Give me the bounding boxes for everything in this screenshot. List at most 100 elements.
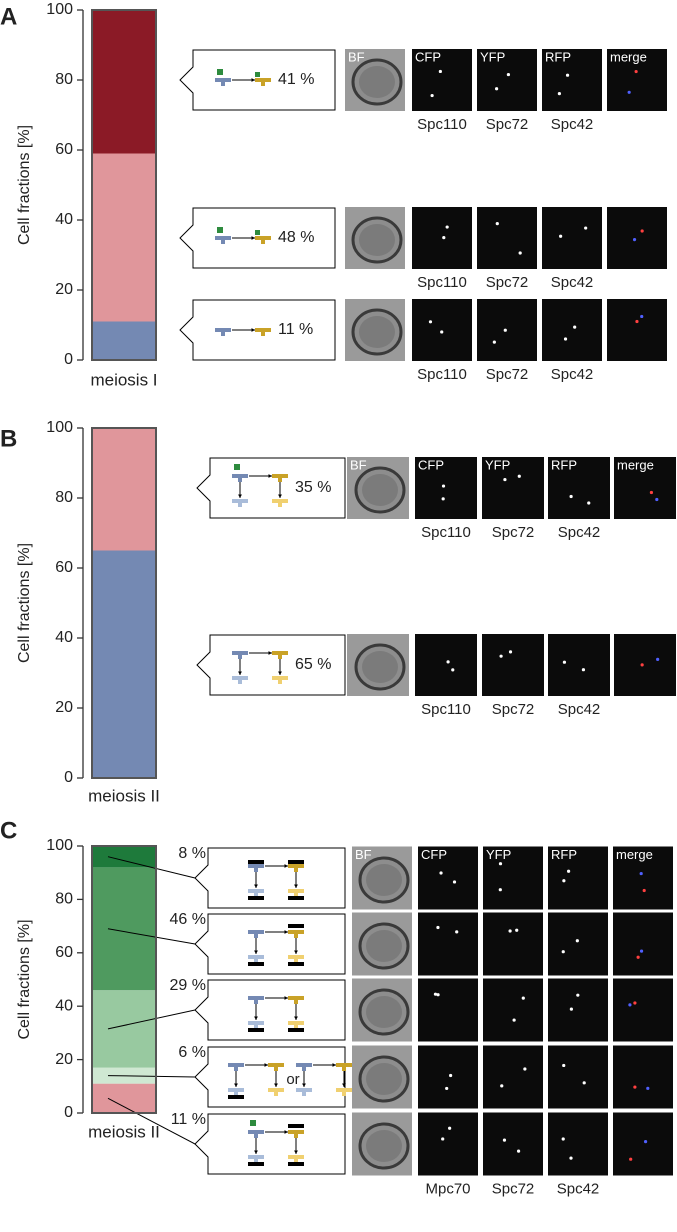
micrograph-frame xyxy=(418,912,478,976)
diagram-icon xyxy=(294,893,298,897)
micrograph-frame xyxy=(483,978,543,1042)
diagram xyxy=(215,69,271,86)
micrograph-frame xyxy=(415,634,477,696)
micrograph-frame xyxy=(614,634,676,696)
diagram-arrow xyxy=(302,1083,306,1087)
marker-label: Spc72 xyxy=(492,701,535,718)
marker-label: Spc110 xyxy=(421,524,471,541)
diagram-icon xyxy=(272,676,288,680)
value-label: 65 % xyxy=(295,656,331,673)
diagram-icon xyxy=(221,240,225,244)
micrograph-frame xyxy=(477,49,537,111)
signal-spot xyxy=(627,90,631,94)
micrograph-frame xyxy=(418,1112,478,1176)
diagram-arrow xyxy=(278,494,282,498)
signal-spot xyxy=(639,949,644,953)
value-label: 11 % xyxy=(278,321,313,338)
signal-spot xyxy=(646,1086,650,1090)
diagram-icon xyxy=(232,474,248,478)
marker-label: Spc42 xyxy=(558,701,601,718)
diagram-arrow xyxy=(254,884,258,888)
diagram-icon xyxy=(294,868,298,872)
signal-spot xyxy=(581,668,586,672)
diagram-icon xyxy=(288,896,304,900)
diagram-icon xyxy=(274,1067,278,1071)
diagram-icon xyxy=(254,1000,258,1004)
micrograph xyxy=(345,207,405,269)
micrograph xyxy=(607,49,667,111)
y-tick-label: 60 xyxy=(55,559,73,576)
bar-segment xyxy=(92,990,156,1068)
x-category-label: meiosis II xyxy=(88,786,160,805)
micrograph xyxy=(613,1112,673,1176)
micrograph xyxy=(613,912,673,976)
diagram-arrow xyxy=(254,1016,258,1020)
diagram-icon xyxy=(228,1063,244,1067)
diagram-icon xyxy=(261,82,265,86)
marker-label: Spc110 xyxy=(421,701,471,718)
diagram xyxy=(232,651,288,684)
diagram-arrow xyxy=(238,671,242,675)
diagram-icon xyxy=(278,503,282,507)
micrograph-frame xyxy=(483,912,543,976)
cell-inner xyxy=(366,930,402,962)
micrograph-frame xyxy=(412,299,472,361)
diagram-icon xyxy=(288,1155,304,1159)
signal-spot xyxy=(569,494,573,499)
cell-inner xyxy=(362,474,398,506)
signal-spot xyxy=(573,325,577,329)
signal-spot xyxy=(634,69,638,74)
signal-spot xyxy=(587,501,591,505)
signal-spot xyxy=(566,869,571,873)
micrograph xyxy=(347,634,409,696)
bar-segment xyxy=(92,550,156,778)
micrograph-frame xyxy=(482,457,544,519)
channel-label: BF xyxy=(348,49,365,64)
channel-label: merge xyxy=(617,457,654,472)
y-axis-title: Cell fractions [%] xyxy=(16,543,33,663)
diagram-icon xyxy=(288,962,304,966)
diagram-icon xyxy=(254,934,258,938)
value-label: 46 % xyxy=(170,911,206,928)
diagram-icon xyxy=(288,930,304,934)
diagram-icon xyxy=(255,72,260,77)
marker-label: Spc42 xyxy=(557,1180,600,1197)
diagram xyxy=(248,1120,304,1166)
micrograph xyxy=(483,978,543,1042)
diagram-icon xyxy=(288,889,304,893)
micrograph-frame xyxy=(613,978,673,1042)
signal-spot xyxy=(441,1137,445,1141)
signal-spot xyxy=(565,73,570,77)
diagram-icon xyxy=(254,1025,258,1029)
diagram-icon xyxy=(294,1000,298,1004)
signal-spot xyxy=(430,93,434,98)
diagram-icon xyxy=(294,1134,298,1138)
signal-spot xyxy=(628,1003,632,1007)
bar-segment xyxy=(92,153,156,322)
micrograph xyxy=(548,912,608,976)
y-tick-label: 80 xyxy=(55,891,73,908)
diagram-arrow xyxy=(332,1063,336,1067)
micrograph xyxy=(614,457,676,519)
diagram-icon xyxy=(288,860,304,864)
y-tick-label: 40 xyxy=(55,629,73,646)
micrograph xyxy=(418,912,478,976)
diagram-icon xyxy=(254,1159,258,1163)
signal-spot xyxy=(584,226,588,230)
micrograph xyxy=(345,49,405,111)
micrograph xyxy=(477,207,537,269)
cell-inner xyxy=(359,224,395,256)
diagram xyxy=(248,860,304,900)
micrograph xyxy=(548,1112,608,1176)
micrograph-frame xyxy=(613,912,673,976)
y-tick-label: 20 xyxy=(55,281,73,298)
diagram-icon xyxy=(342,1092,346,1096)
signal-spot xyxy=(495,222,499,226)
micrograph-frame xyxy=(607,207,667,269)
callout xyxy=(194,1113,346,1175)
diagram-arrow xyxy=(251,328,255,332)
channel-label: CFP xyxy=(418,457,444,472)
marker-label: Spc110 xyxy=(417,274,467,291)
diagram-icon xyxy=(215,236,231,240)
